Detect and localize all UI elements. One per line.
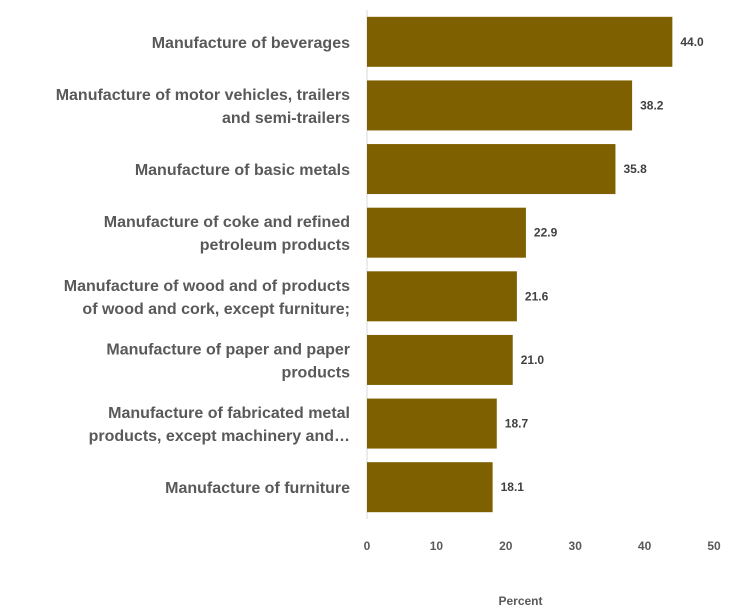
category-label: Manufacture of furniture bbox=[165, 480, 350, 497]
data-label: 18.1 bbox=[501, 480, 525, 494]
bar bbox=[367, 16, 673, 67]
x-axis-title: Percent bbox=[498, 594, 542, 608]
category-label-line: Manufacture of furniture bbox=[165, 480, 350, 497]
x-tick-label: 40 bbox=[638, 539, 652, 553]
x-tick-label: 10 bbox=[430, 539, 444, 553]
bar bbox=[367, 462, 493, 513]
category-label-line: products bbox=[282, 364, 351, 381]
category-label: Manufacture of basic metals bbox=[135, 162, 350, 179]
bar bbox=[367, 144, 616, 195]
category-label: Manufacture of coke and refined petroleum… bbox=[104, 214, 350, 254]
data-label: 38.2 bbox=[640, 98, 664, 112]
bar bbox=[367, 207, 526, 258]
category-label: Manufacture of wood and of products of wo… bbox=[64, 278, 350, 318]
data-label: 44.0 bbox=[680, 35, 704, 49]
category-label: Manufacture of beverages bbox=[152, 35, 350, 52]
bar bbox=[367, 398, 497, 449]
category-label-line: of wood and cork, except furniture; bbox=[82, 301, 350, 318]
x-tick-label: 0 bbox=[364, 539, 371, 553]
category-label-line: and semi-trailers bbox=[222, 110, 350, 127]
data-label: 35.8 bbox=[623, 162, 647, 176]
category-label-line: petroleum products bbox=[200, 237, 350, 254]
category-label-line: Manufacture of wood and of products bbox=[64, 278, 350, 295]
x-tick-label: 30 bbox=[569, 539, 583, 553]
category-label-line: Manufacture of coke and refined bbox=[104, 214, 350, 231]
category-label-line: Manufacture of beverages bbox=[152, 35, 350, 52]
category-label-line: Manufacture of fabricated metal bbox=[108, 405, 350, 422]
x-tick-label: 20 bbox=[499, 539, 513, 553]
data-label: 22.9 bbox=[534, 226, 558, 240]
category-label: Manufacture of paper and paper products bbox=[106, 341, 350, 381]
x-tick-label: 50 bbox=[707, 539, 721, 553]
data-label: 21.0 bbox=[521, 353, 545, 367]
category-label: Manufacture of fabricated metal products,… bbox=[89, 405, 350, 445]
data-label: 21.6 bbox=[525, 289, 549, 303]
category-label-line: Manufacture of basic metals bbox=[135, 162, 350, 179]
bar bbox=[367, 80, 633, 131]
category-label-line: Manufacture of paper and paper bbox=[106, 341, 350, 358]
data-label: 18.7 bbox=[505, 417, 529, 431]
bar bbox=[367, 334, 513, 385]
category-label-line: Manufacture of motor vehicles, trailers bbox=[56, 87, 350, 104]
category-label: Manufacture of motor vehicles, trailers a… bbox=[56, 87, 350, 127]
bar bbox=[367, 271, 517, 322]
category-label-line: products, except machinery and… bbox=[89, 428, 350, 445]
